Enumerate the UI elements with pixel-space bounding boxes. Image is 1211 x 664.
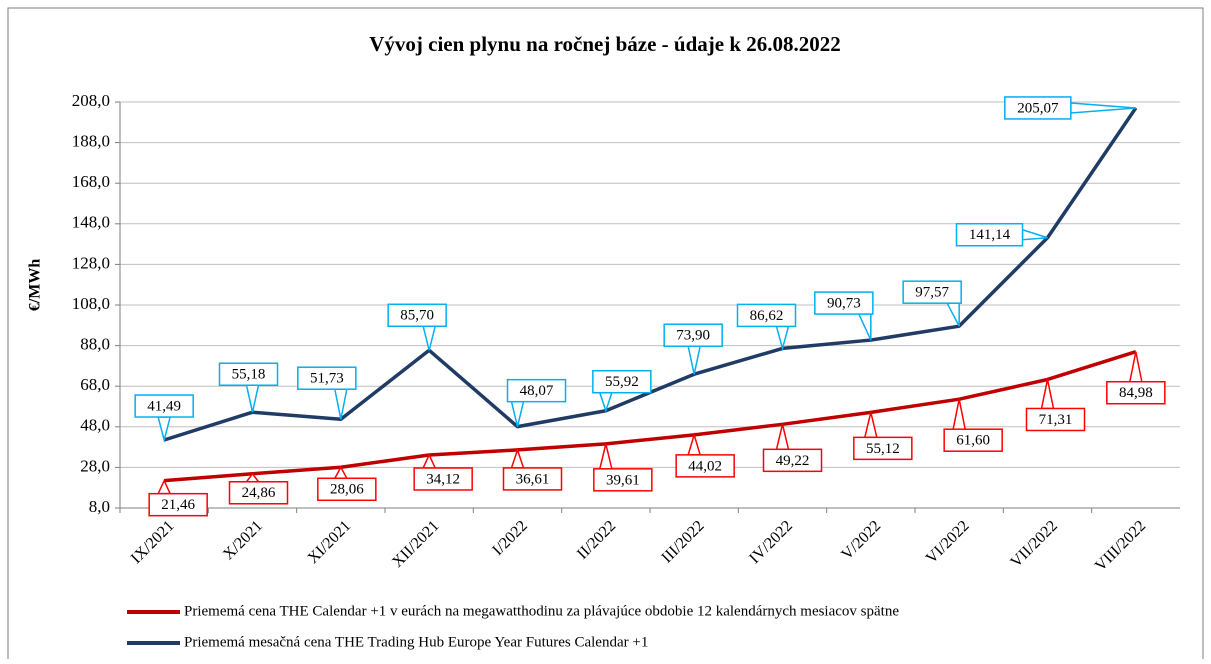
data-label-text: 55,12 (866, 441, 900, 457)
data-label: 73,90 (663, 323, 723, 375)
data-label-text: 71,31 (1039, 412, 1073, 428)
y-tick-label: 128,0 (72, 253, 110, 272)
y-tick-label: 208,0 (72, 91, 110, 110)
chart-frame (7, 7, 1204, 664)
data-label: 48,07 (506, 378, 567, 427)
y-tick-label: 28,0 (80, 456, 110, 475)
y-tick-label: 8,0 (89, 497, 110, 516)
y-axis-label: €/MWh (27, 259, 44, 312)
data-label-text: 141,14 (969, 227, 1011, 243)
data-label: 55,18 (218, 362, 279, 413)
data-label-text: 61,60 (956, 433, 990, 449)
label-box (943, 428, 1003, 452)
label-box (853, 436, 913, 461)
label-box (502, 467, 563, 491)
data-label: 55,12 (853, 412, 913, 461)
y-tick-label: 148,0 (72, 213, 110, 232)
data-label-text: 85,70 (400, 308, 434, 324)
label-box (1025, 407, 1086, 432)
data-label-text: 21,46 (161, 497, 195, 513)
data-label-text: 49,22 (776, 453, 810, 469)
label-box (506, 378, 567, 403)
data-label: 84,98 (1106, 351, 1166, 405)
data-label: 141,14 (955, 222, 1048, 247)
data-label: 21,46 (148, 478, 208, 517)
data-label: 90,73 (814, 291, 874, 341)
data-label-text: 48,07 (520, 383, 554, 399)
data-label-text: 97,57 (915, 285, 949, 301)
label-box (736, 303, 797, 328)
y-tick-label: 168,0 (72, 172, 110, 191)
label-box (762, 448, 823, 473)
label-box (814, 291, 874, 315)
label-box (297, 366, 357, 390)
data-label: 61,60 (943, 399, 1003, 452)
label-box (134, 394, 194, 418)
data-label: 51,73 (297, 366, 357, 420)
data-label-text: 24,86 (242, 485, 276, 501)
y-tick-label: 88,0 (80, 335, 110, 354)
series-line (164, 350, 1137, 483)
label-box (592, 369, 652, 394)
data-label-text: 86,62 (750, 308, 784, 324)
data-label-text: 55,18 (232, 367, 266, 383)
data-label: 85,70 (387, 303, 447, 351)
y-tick-label: 68,0 (80, 375, 110, 394)
data-label: 49,22 (762, 424, 823, 473)
data-label-text: 73,90 (676, 328, 710, 344)
data-label-text: 44,02 (688, 458, 722, 474)
data-label: 86,62 (736, 303, 797, 352)
label-box (148, 492, 208, 517)
label-box (955, 222, 1024, 247)
label-box (387, 303, 447, 328)
label-box (675, 454, 735, 478)
label-box (1106, 380, 1166, 405)
data-label: 97,57 (902, 280, 962, 327)
data-label: 24,86 (228, 472, 289, 505)
legend-label: Priememá mesačná cena THE Trading Hub Eu… (184, 634, 648, 650)
chart-title: Vývoj cien plynu na ročnej báze - údaje … (369, 32, 841, 56)
data-label: 41,49 (134, 394, 194, 443)
data-label-text: 55,92 (605, 374, 639, 390)
y-tick-label: 108,0 (72, 294, 110, 313)
data-label-text: 36,61 (516, 471, 550, 487)
y-tick-label: 48,0 (80, 416, 110, 435)
data-label-text: 90,73 (827, 295, 861, 311)
data-label: 71,31 (1025, 379, 1086, 432)
data-label: 28,06 (317, 465, 377, 502)
data-label: 39,61 (593, 443, 653, 492)
label-box (218, 362, 279, 386)
data-label-text: 205,07 (1017, 100, 1059, 116)
label-box (663, 323, 723, 347)
label-box (317, 477, 377, 502)
data-label: 44,02 (675, 432, 735, 478)
data-label: 34,12 (413, 453, 473, 491)
label-box (902, 280, 962, 304)
data-label-text: 84,98 (1119, 385, 1153, 401)
label-box (1004, 96, 1072, 120)
label-box (413, 467, 473, 491)
data-label-text: 41,49 (147, 398, 181, 414)
data-label-text: 28,06 (330, 482, 364, 498)
data-label: 36,61 (502, 447, 563, 491)
data-label-text: 39,61 (606, 472, 640, 488)
legend-label: Priememá cena THE Calendar +1 v eurách n… (184, 603, 899, 619)
data-label: 205,07 (1004, 96, 1136, 120)
data-label-text: 34,12 (426, 471, 460, 487)
data-label-text: 51,73 (310, 371, 344, 387)
data-label: 55,92 (592, 369, 652, 414)
y-tick-label: 188,0 (72, 132, 110, 151)
label-box (593, 468, 653, 492)
label-box (228, 481, 289, 505)
